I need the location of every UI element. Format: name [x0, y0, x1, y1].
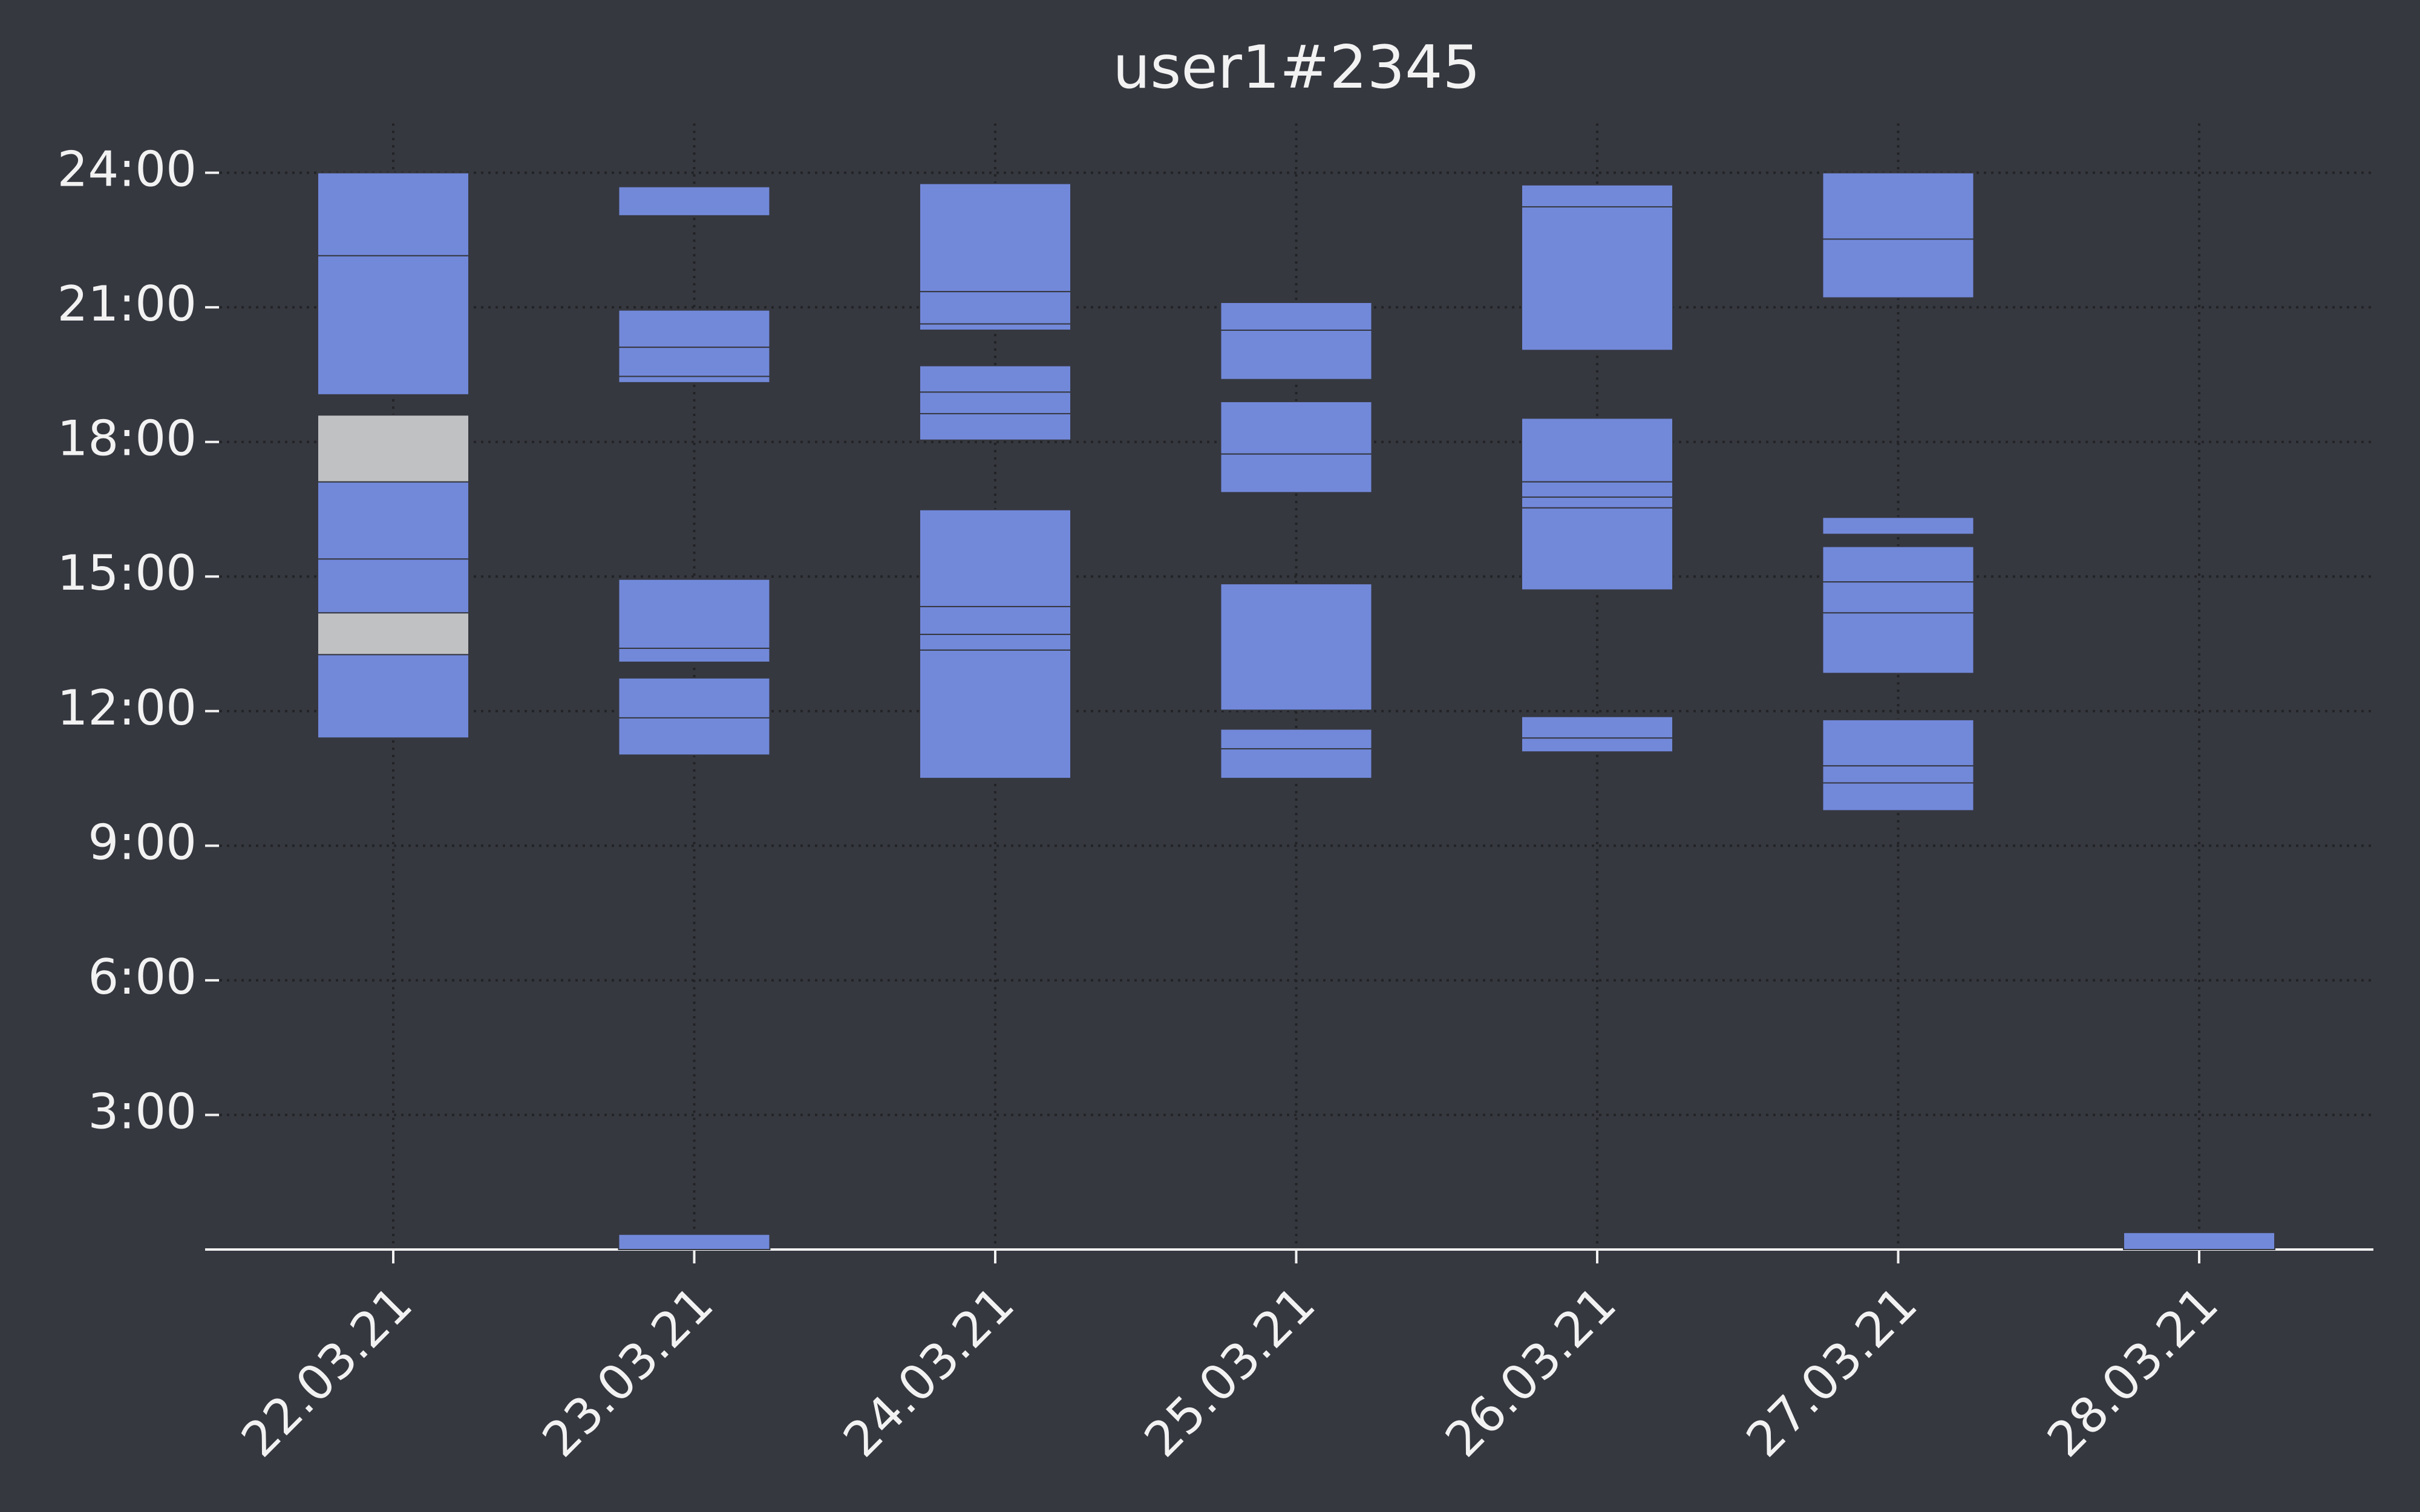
session-bar	[919, 391, 1071, 414]
session-bar	[919, 649, 1071, 780]
session-bar	[919, 183, 1071, 293]
session-bar	[1220, 583, 1373, 711]
session-bar	[2123, 1231, 2275, 1250]
session-bar	[618, 309, 771, 348]
session-bar	[1822, 765, 1975, 784]
session-bar	[1220, 748, 1373, 780]
session-bar	[1521, 184, 1673, 207]
session-bar	[1521, 206, 1673, 351]
session-bar	[317, 558, 469, 614]
session-bar	[1521, 417, 1673, 483]
session-bar	[317, 654, 469, 739]
session-bar	[919, 412, 1071, 441]
session-bar	[618, 578, 771, 649]
session-bar	[317, 172, 469, 256]
session-bar	[919, 605, 1071, 635]
chart-title: user1#2345	[1113, 33, 1480, 102]
session-bar	[1220, 301, 1373, 331]
session-bar	[1822, 238, 1975, 299]
session-bar	[919, 365, 1071, 393]
session-bar	[1822, 782, 1975, 812]
y-tick-label: 12:00	[57, 680, 197, 736]
session-bar	[317, 414, 469, 483]
y-tick-label: 3:00	[88, 1083, 197, 1139]
session-bar	[1822, 612, 1975, 674]
session-bar	[618, 376, 771, 383]
session-bar	[1220, 400, 1373, 455]
session-bar	[1521, 715, 1673, 739]
session-bar	[1822, 516, 1975, 535]
session-bar	[1220, 329, 1373, 380]
session-bar	[1521, 496, 1673, 509]
session-bar	[1220, 728, 1373, 750]
y-tick-label: 6:00	[88, 949, 197, 1005]
session-bar	[618, 647, 771, 663]
session-bar	[919, 291, 1071, 325]
session-bar	[618, 347, 771, 377]
session-bar	[1521, 481, 1673, 498]
y-tick-label: 24:00	[57, 142, 197, 198]
y-tick-label: 15:00	[57, 545, 197, 601]
session-bar	[919, 633, 1071, 651]
session-bar	[317, 612, 469, 656]
session-bar	[618, 1233, 771, 1251]
session-bar	[919, 509, 1071, 607]
y-tick-label: 18:00	[57, 411, 197, 467]
session-bar	[618, 186, 771, 217]
session-bar	[317, 255, 469, 396]
session-bar	[618, 717, 771, 756]
session-bar	[1220, 453, 1373, 494]
session-bar	[1822, 172, 1975, 240]
y-tick-label: 21:00	[57, 276, 197, 332]
session-bar	[1822, 719, 1975, 767]
session-bar	[1521, 507, 1673, 591]
y-tick-label: 9:00	[88, 814, 197, 870]
session-bar	[1822, 581, 1975, 614]
session-bar	[1521, 737, 1673, 753]
session-bar	[317, 481, 469, 560]
session-bar	[1822, 546, 1975, 583]
session-bar	[919, 323, 1071, 331]
session-bar	[618, 677, 771, 719]
